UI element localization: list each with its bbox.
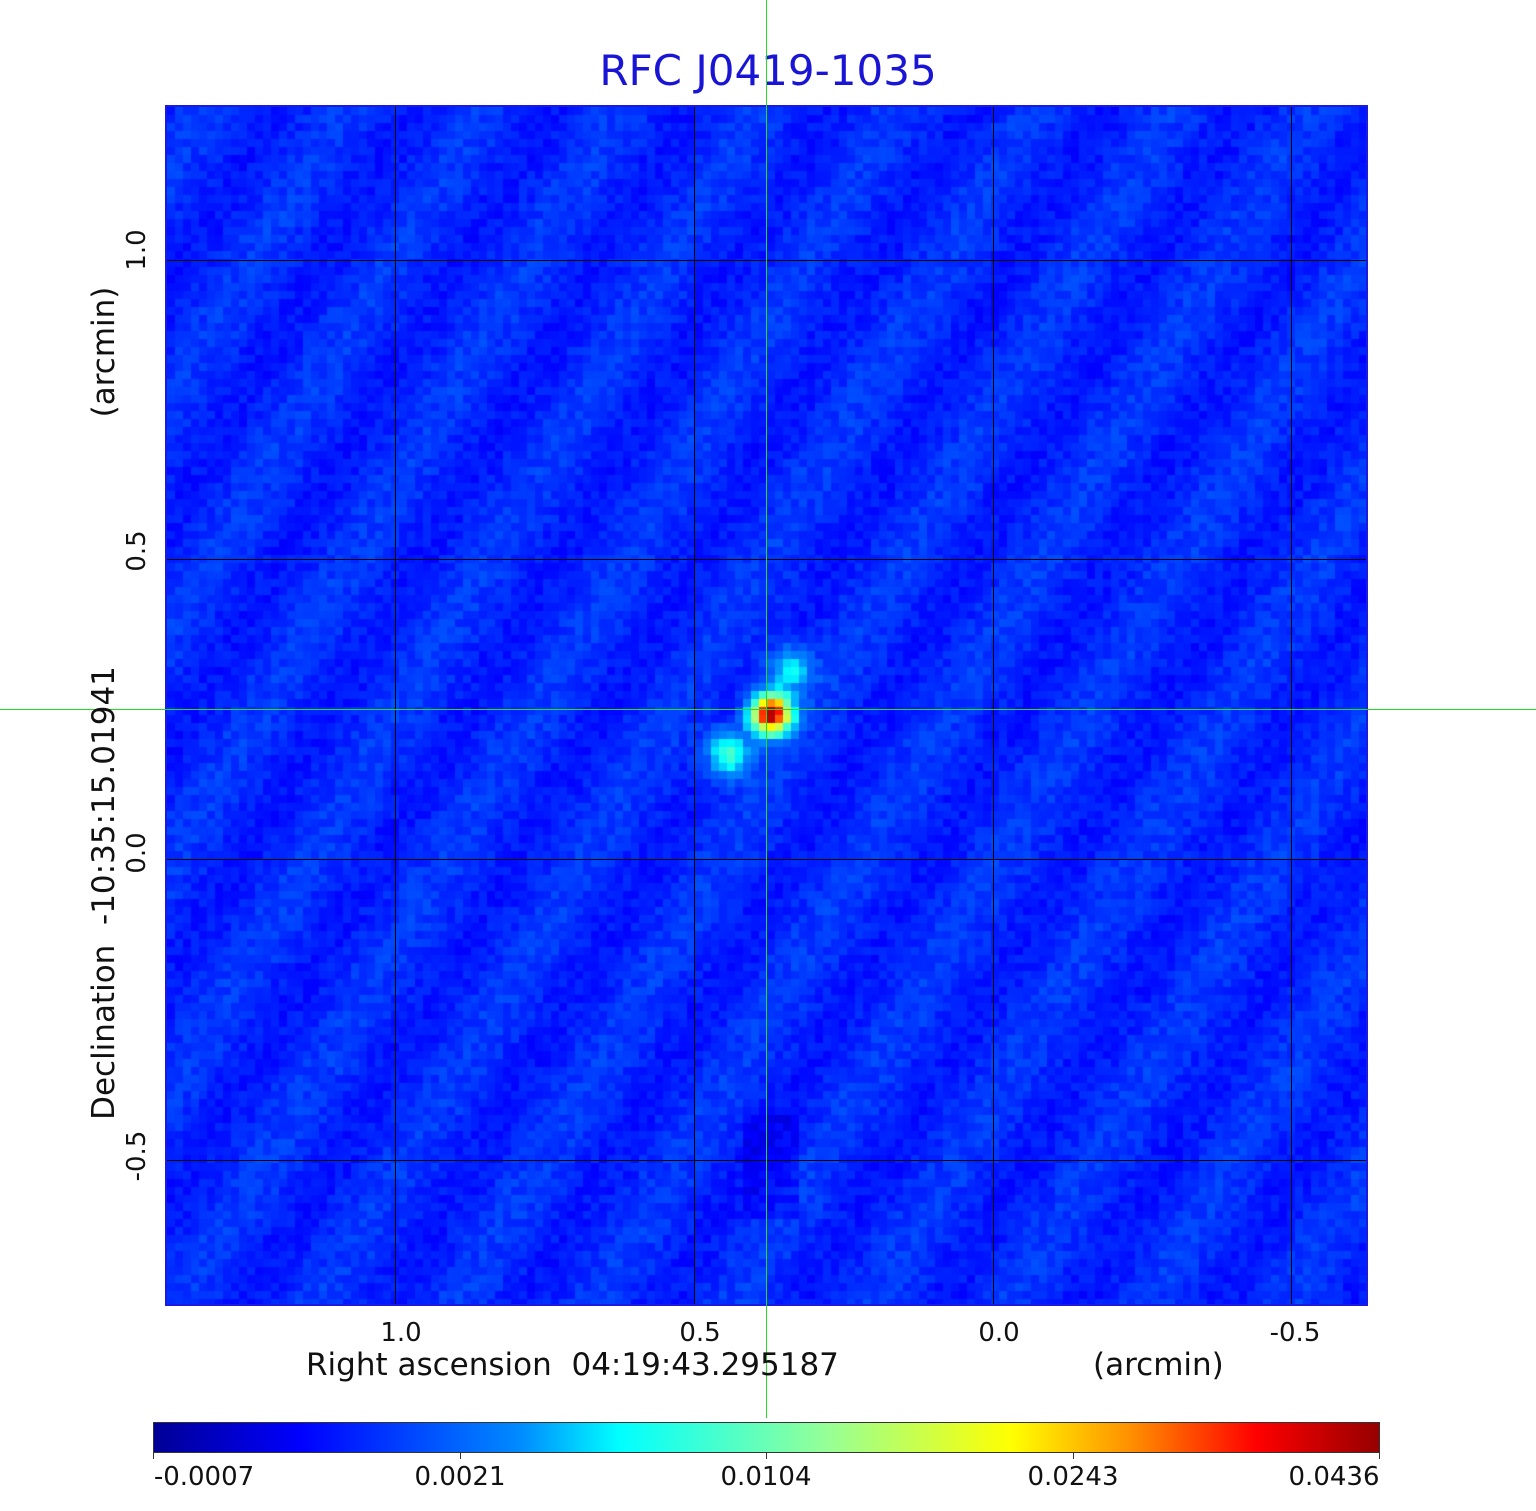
y-axis-unit: (arcmin) xyxy=(86,286,122,418)
colorbar-tick-label: 0.0243 xyxy=(1027,1462,1119,1492)
grid-line xyxy=(993,107,994,1304)
x-tick-label: 0.5 xyxy=(679,1318,721,1348)
colorbar-tick-mark xyxy=(1379,1453,1380,1459)
colorbar-tick-label: 0.0021 xyxy=(414,1462,506,1492)
colorbar-tick-label: 0.0104 xyxy=(720,1462,812,1492)
colorbar-tick-mark xyxy=(766,1453,767,1459)
grid-line xyxy=(395,107,396,1304)
y-tick-label: 0.5 xyxy=(122,530,152,572)
map-title: RFC J0419-1035 xyxy=(599,46,937,95)
colorbar-tick-label: -0.0007 xyxy=(153,1462,255,1492)
y-tick-label: 0.0 xyxy=(122,832,152,874)
x-tick-label: -0.5 xyxy=(1269,1318,1321,1348)
x-tick-label: 0.0 xyxy=(978,1318,1020,1348)
colorbar-tick-mark xyxy=(1073,1453,1074,1459)
y-tick-label: -0.5 xyxy=(122,1130,152,1182)
grid-line xyxy=(1291,107,1292,1304)
x-tick-label: 1.0 xyxy=(380,1318,422,1348)
x-axis-unit: (arcmin) xyxy=(1093,1347,1224,1383)
crosshair-horizontal xyxy=(0,709,1536,710)
colorbar-tick-label: 0.0436 xyxy=(1288,1462,1380,1492)
x-axis-label: Right ascension 04:19:43.295187 xyxy=(306,1347,839,1383)
grid-line xyxy=(694,107,695,1304)
y-tick-label: 1.0 xyxy=(122,229,152,271)
colorbar-tick-mark xyxy=(460,1453,461,1459)
colorbar-tick-mark xyxy=(153,1453,154,1459)
colorbar xyxy=(153,1422,1380,1453)
y-axis-label: Declination -10:35:15.01941 xyxy=(86,666,122,1120)
